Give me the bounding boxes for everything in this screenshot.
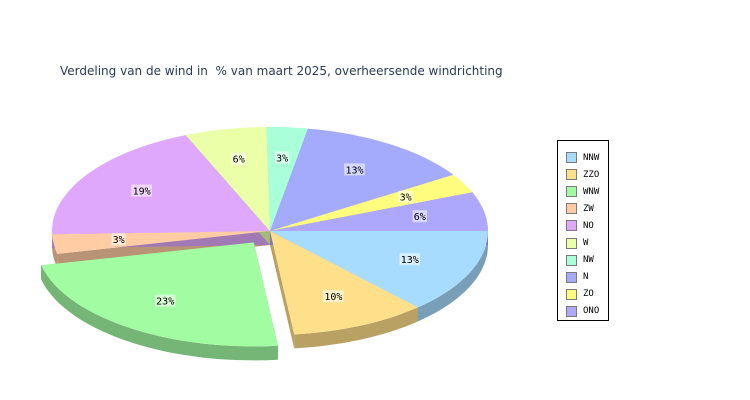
legend-label: W	[583, 238, 589, 249]
slice-label-bg	[323, 290, 344, 303]
pie-slice-zzo	[270, 231, 418, 335]
legend-item-ono: ONO	[566, 303, 608, 320]
legend-label: ONO	[583, 306, 600, 317]
chart-legend: NNW ZZO WNW ZW NO W NW N ZO ONO	[557, 140, 609, 321]
legend-item-zo: ZO	[566, 286, 608, 303]
legend-item-wnw: WNW	[566, 183, 608, 200]
pie-slice-w	[185, 127, 270, 231]
legend-label: ZZO	[583, 169, 600, 180]
legend-item-zzo: ZZO	[566, 166, 608, 183]
slice-label-bg	[399, 253, 421, 266]
pie-slice-wall-zzo	[270, 231, 295, 349]
legend-swatch	[566, 169, 577, 181]
pie-slice-zo	[270, 174, 473, 231]
legend-item-nw: NW	[566, 252, 608, 269]
slice-label-wnw: 23%	[156, 297, 174, 308]
legend-label: NW	[583, 255, 594, 266]
legend-item-w: W	[566, 234, 608, 251]
slice-label-bg	[231, 152, 246, 165]
slice-label-bg	[274, 151, 290, 164]
legend-label: NO	[583, 220, 594, 231]
legend-item-no: NO	[566, 217, 608, 234]
slice-label-bg	[412, 210, 427, 223]
legend-swatch	[566, 186, 577, 198]
slice-label-ono: 6%	[414, 212, 426, 223]
legend-label: ZO	[583, 289, 594, 300]
slice-label-bg	[154, 294, 176, 307]
legend-swatch	[566, 254, 577, 266]
slice-label-no: 19%	[133, 187, 151, 198]
pie-slice-side-zzo	[294, 307, 418, 349]
legend-label: N	[583, 272, 589, 283]
slice-label-bg	[131, 184, 152, 197]
legend-label: WNW	[583, 186, 600, 197]
legend-swatch	[566, 152, 577, 164]
slice-label-zw: 3%	[113, 235, 125, 246]
legend-label: ZW	[583, 203, 594, 214]
slice-label-nw: 3%	[276, 153, 288, 164]
legend-swatch	[566, 220, 577, 232]
pie-slice-side-zw	[52, 234, 58, 268]
pie-slice-zw	[52, 231, 270, 254]
legend-item-nnw: NNW	[566, 149, 608, 166]
pie-slice-no	[52, 135, 270, 235]
slice-label-nnw: 13%	[401, 255, 419, 266]
pie-slice-ono	[270, 192, 488, 231]
legend-item-n: N	[566, 269, 608, 286]
pie-slice-side-nnw	[417, 231, 488, 322]
slice-label-n: 13%	[345, 165, 363, 176]
legend-swatch	[566, 237, 577, 249]
legend-swatch	[566, 288, 577, 300]
pie-slice-nnw	[270, 231, 488, 308]
slice-label-bg	[111, 233, 126, 246]
legend-label: NNW	[583, 152, 600, 163]
slice-label-bg	[344, 163, 365, 176]
pie-slice-side-wnw	[41, 265, 278, 361]
legend-swatch	[566, 305, 577, 317]
slice-label-zo: 3%	[400, 193, 412, 204]
slice-label-bg	[398, 190, 413, 203]
legend-swatch	[566, 271, 577, 283]
slice-label-zzo: 10%	[324, 292, 342, 303]
slice-label-w: 6%	[233, 155, 245, 166]
legend-item-zw: ZW	[566, 200, 608, 217]
pie-slice-wnw	[41, 242, 278, 347]
pie-slice-n	[270, 128, 454, 231]
chart-title: Verdeling van de wind in % van maart 202…	[60, 64, 503, 78]
legend-swatch	[566, 203, 577, 215]
